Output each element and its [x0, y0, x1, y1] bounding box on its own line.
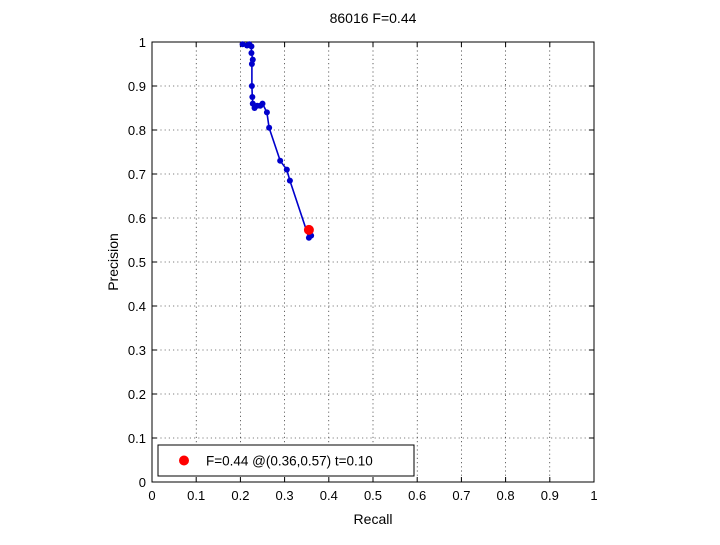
- series-line-0: [242, 43, 312, 240]
- y-tick-label: 0.1: [128, 431, 146, 446]
- x-tick-label: 0.6: [408, 488, 426, 503]
- data-point: [259, 100, 266, 107]
- best-f-point: [303, 224, 314, 235]
- legend-label: F=0.44 @(0.36,0.57) t=0.10: [206, 454, 373, 469]
- data-point: [277, 157, 284, 164]
- chart-title: 86016 F=0.44: [330, 10, 417, 26]
- y-tick-label: 0.6: [128, 211, 146, 226]
- y-tick-label: 0: [139, 475, 146, 490]
- data-point: [248, 43, 255, 50]
- y-tick-label: 0.8: [128, 123, 146, 138]
- x-tick-label: 0.9: [541, 488, 559, 503]
- legend-marker: [179, 455, 189, 466]
- x-tick-label: 0.1: [187, 488, 205, 503]
- data-point: [266, 124, 273, 131]
- x-tick-label: 0.4: [320, 488, 338, 503]
- data-point: [286, 177, 293, 184]
- y-axis-title: Precision: [105, 233, 121, 291]
- y-tick-label: 0.2: [128, 387, 146, 402]
- x-tick-label: 0.5: [364, 488, 382, 503]
- data-point: [248, 50, 255, 56]
- x-tick-label: 0.8: [497, 488, 515, 503]
- series-layer: [239, 41, 315, 241]
- y-tick-label: 0.3: [128, 343, 146, 358]
- y-tick-label: 1: [139, 35, 146, 50]
- x-tick-label: 1: [590, 488, 597, 503]
- y-tick-label: 0.5: [128, 255, 146, 270]
- legend: F=0.44 @(0.36,0.57) t=0.10: [157, 444, 415, 477]
- legend-box: [157, 444, 415, 477]
- data-point: [248, 61, 255, 67]
- data-point: [248, 83, 255, 89]
- x-axis-title: Recall: [354, 511, 393, 527]
- data-point: [283, 166, 290, 173]
- x-tick-label: 0.3: [276, 488, 294, 503]
- x-tick-label: 0.7: [452, 488, 470, 503]
- data-point: [249, 94, 256, 100]
- data-point: [263, 109, 270, 116]
- y-tick-label: 0.4: [128, 299, 146, 314]
- y-tick-label: 0.7: [128, 167, 146, 182]
- y-tick-label: 0.9: [128, 79, 146, 94]
- axis-ticks: 0 0.1 0.2 0.3 0.4 0.5 0.6 0.7 0.8 0.9 1 0 0.1 0.2 0.3 0…: [128, 35, 598, 503]
- grid: [152, 42, 594, 482]
- x-tick-label: 0.2: [231, 488, 249, 503]
- x-tick-label: 0: [148, 488, 155, 503]
